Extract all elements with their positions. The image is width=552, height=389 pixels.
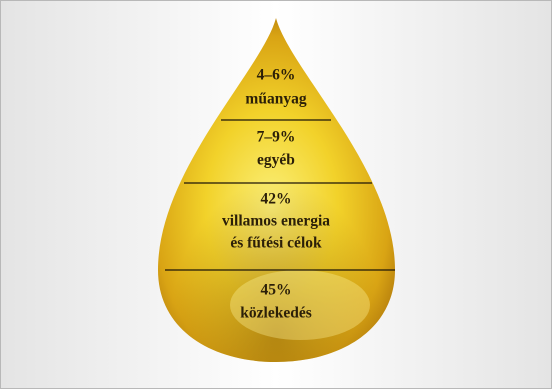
segment-label: műanyag — [245, 91, 306, 108]
drop-highlight — [230, 270, 370, 340]
segment-label: egyéb — [257, 152, 295, 169]
segment-share: 45% — [261, 282, 292, 299]
segment-share: 42% — [261, 191, 292, 208]
segment-share: 4–6% — [257, 67, 296, 84]
segment-label: közlekedés — [240, 305, 311, 322]
segment-share: 7–9% — [257, 129, 296, 146]
segment-label: és fűtési célok — [230, 235, 322, 252]
segment-label: villamos energia — [222, 213, 330, 230]
drop-shade — [158, 18, 395, 362]
